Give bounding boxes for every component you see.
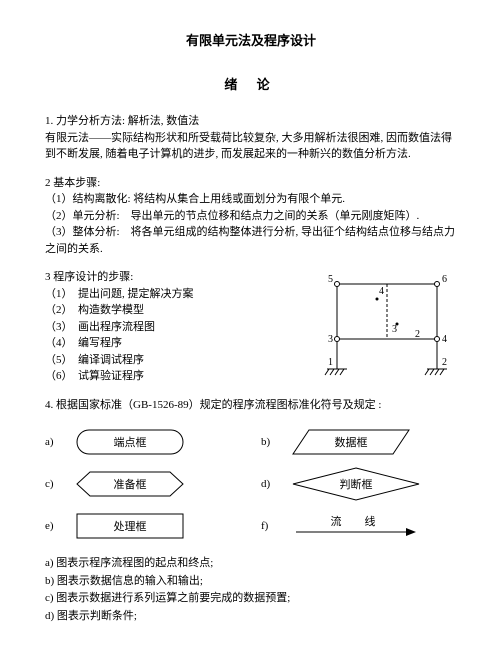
section-3-item-4: （4） 编写程序 — [45, 335, 307, 352]
legend-c: c) 图表示数据进行系列运算之前要完成的数据预置; — [45, 590, 457, 608]
section-3-item-3: （3） 画出程序流程图 — [45, 319, 307, 336]
legend: a) 图表示程序流程图的起点和终点; b) 图表示数据信息的输入和输出; c) … — [45, 555, 457, 625]
section-3-heading: 3 程序设计的步骤: — [45, 269, 307, 286]
shape-f-label: 流 线 — [331, 514, 382, 528]
section-3: 3 程序设计的步骤: （1） 提出问题, 提定解决方案 （2） 构造数学模型 （… — [45, 269, 307, 385]
shape-d-label: 判断框 — [340, 477, 373, 491]
section-1-heading: 1. 力学分析方法: 解析法, 数值法 — [45, 113, 457, 130]
page-title: 有限单元法及程序设计 — [45, 30, 457, 49]
section-4: 4. 根据国家标准（GB-1526-89）规定的程序流程图标准化符号及规定 : — [45, 397, 457, 414]
section-3-item-2: （2） 构造数学模型 — [45, 302, 307, 319]
section-2: 2 基本步骤: （1）结构离散化: 将结构从集合上用线或面划分为有限个单元. （… — [45, 175, 457, 258]
shape-f-letter: f) — [261, 520, 281, 532]
shape-preparation: c) 准备框 — [45, 466, 241, 502]
page-subtitle: 绪 论 — [45, 74, 457, 93]
section-2-item-2: （2）单元分析: 导出单元的节点位移和结点力之间的关系（单元刚度矩阵）. — [45, 208, 457, 225]
section-2-heading: 2 基本步骤: — [45, 175, 457, 192]
legend-b: b) 图表示数据信息的输入和输出; — [45, 573, 457, 591]
shape-e-letter: e) — [45, 520, 65, 532]
shape-c-label: 准备框 — [114, 477, 147, 491]
truss-diagram: 5 6 3 4 4 3 1 2 2 — [317, 269, 457, 379]
shape-terminal: a) 端点框 — [45, 428, 241, 456]
section-3-item-5: （5） 编译调试程序 — [45, 352, 307, 369]
shape-flowline: f) 流 线 — [261, 512, 457, 540]
shape-process: e) 处理框 — [45, 512, 241, 540]
section-2-item-1: （1）结构离散化: 将结构从集合上用线或面划分为有限个单元. — [45, 191, 457, 208]
section-1-body: 有限元法——实际结构形状和所受载荷比较复杂, 大多用解析法很困难, 因而数值法得… — [45, 130, 457, 163]
truss-node-6: 6 — [442, 274, 447, 285]
section-3-item-6: （6） 试算验证程序 — [45, 368, 307, 385]
truss-node-2: 2 — [442, 357, 447, 368]
section-3-item-1: （1） 提出问题, 提定解决方案 — [45, 286, 307, 303]
shape-a-label: 端点框 — [114, 436, 147, 449]
truss-node-1: 1 — [328, 357, 333, 368]
truss-node-label-3b: 3 — [392, 324, 397, 335]
truss-node-label-4: 4 — [379, 286, 384, 297]
shape-d-letter: d) — [261, 478, 281, 490]
shape-b-label: 数据框 — [335, 435, 368, 449]
shape-b-letter: b) — [261, 436, 281, 448]
shape-c-letter: c) — [45, 478, 65, 490]
shape-data: b) 数据框 — [261, 428, 457, 456]
shape-a-letter: a) — [45, 436, 65, 448]
flowchart-shapes: a) 端点框 b) 数据框 c) 准备框 d) 判断框 e) 处理框 — [45, 428, 457, 540]
section-2-item-3: （3）整体分析: 将各单元组成的结构整体进行分析, 导出征个结构结点位移与结点力… — [45, 224, 457, 257]
shape-decision: d) 判断框 — [261, 466, 457, 502]
section-4-heading: 4. 根据国家标准（GB-1526-89）规定的程序流程图标准化符号及规定 : — [45, 397, 457, 414]
legend-a: a) 图表示程序流程图的起点和终点; — [45, 555, 457, 573]
shape-e-label: 处理框 — [114, 520, 147, 533]
truss-node-4: 4 — [442, 334, 447, 345]
truss-node-3: 3 — [328, 334, 333, 345]
legend-d: d) 图表示判断条件; — [45, 608, 457, 626]
section-1: 1. 力学分析方法: 解析法, 数值法 有限元法——实际结构形状和所受载荷比较复… — [45, 113, 457, 163]
truss-node-2b: 2 — [415, 329, 420, 340]
truss-node-5: 5 — [328, 274, 333, 285]
